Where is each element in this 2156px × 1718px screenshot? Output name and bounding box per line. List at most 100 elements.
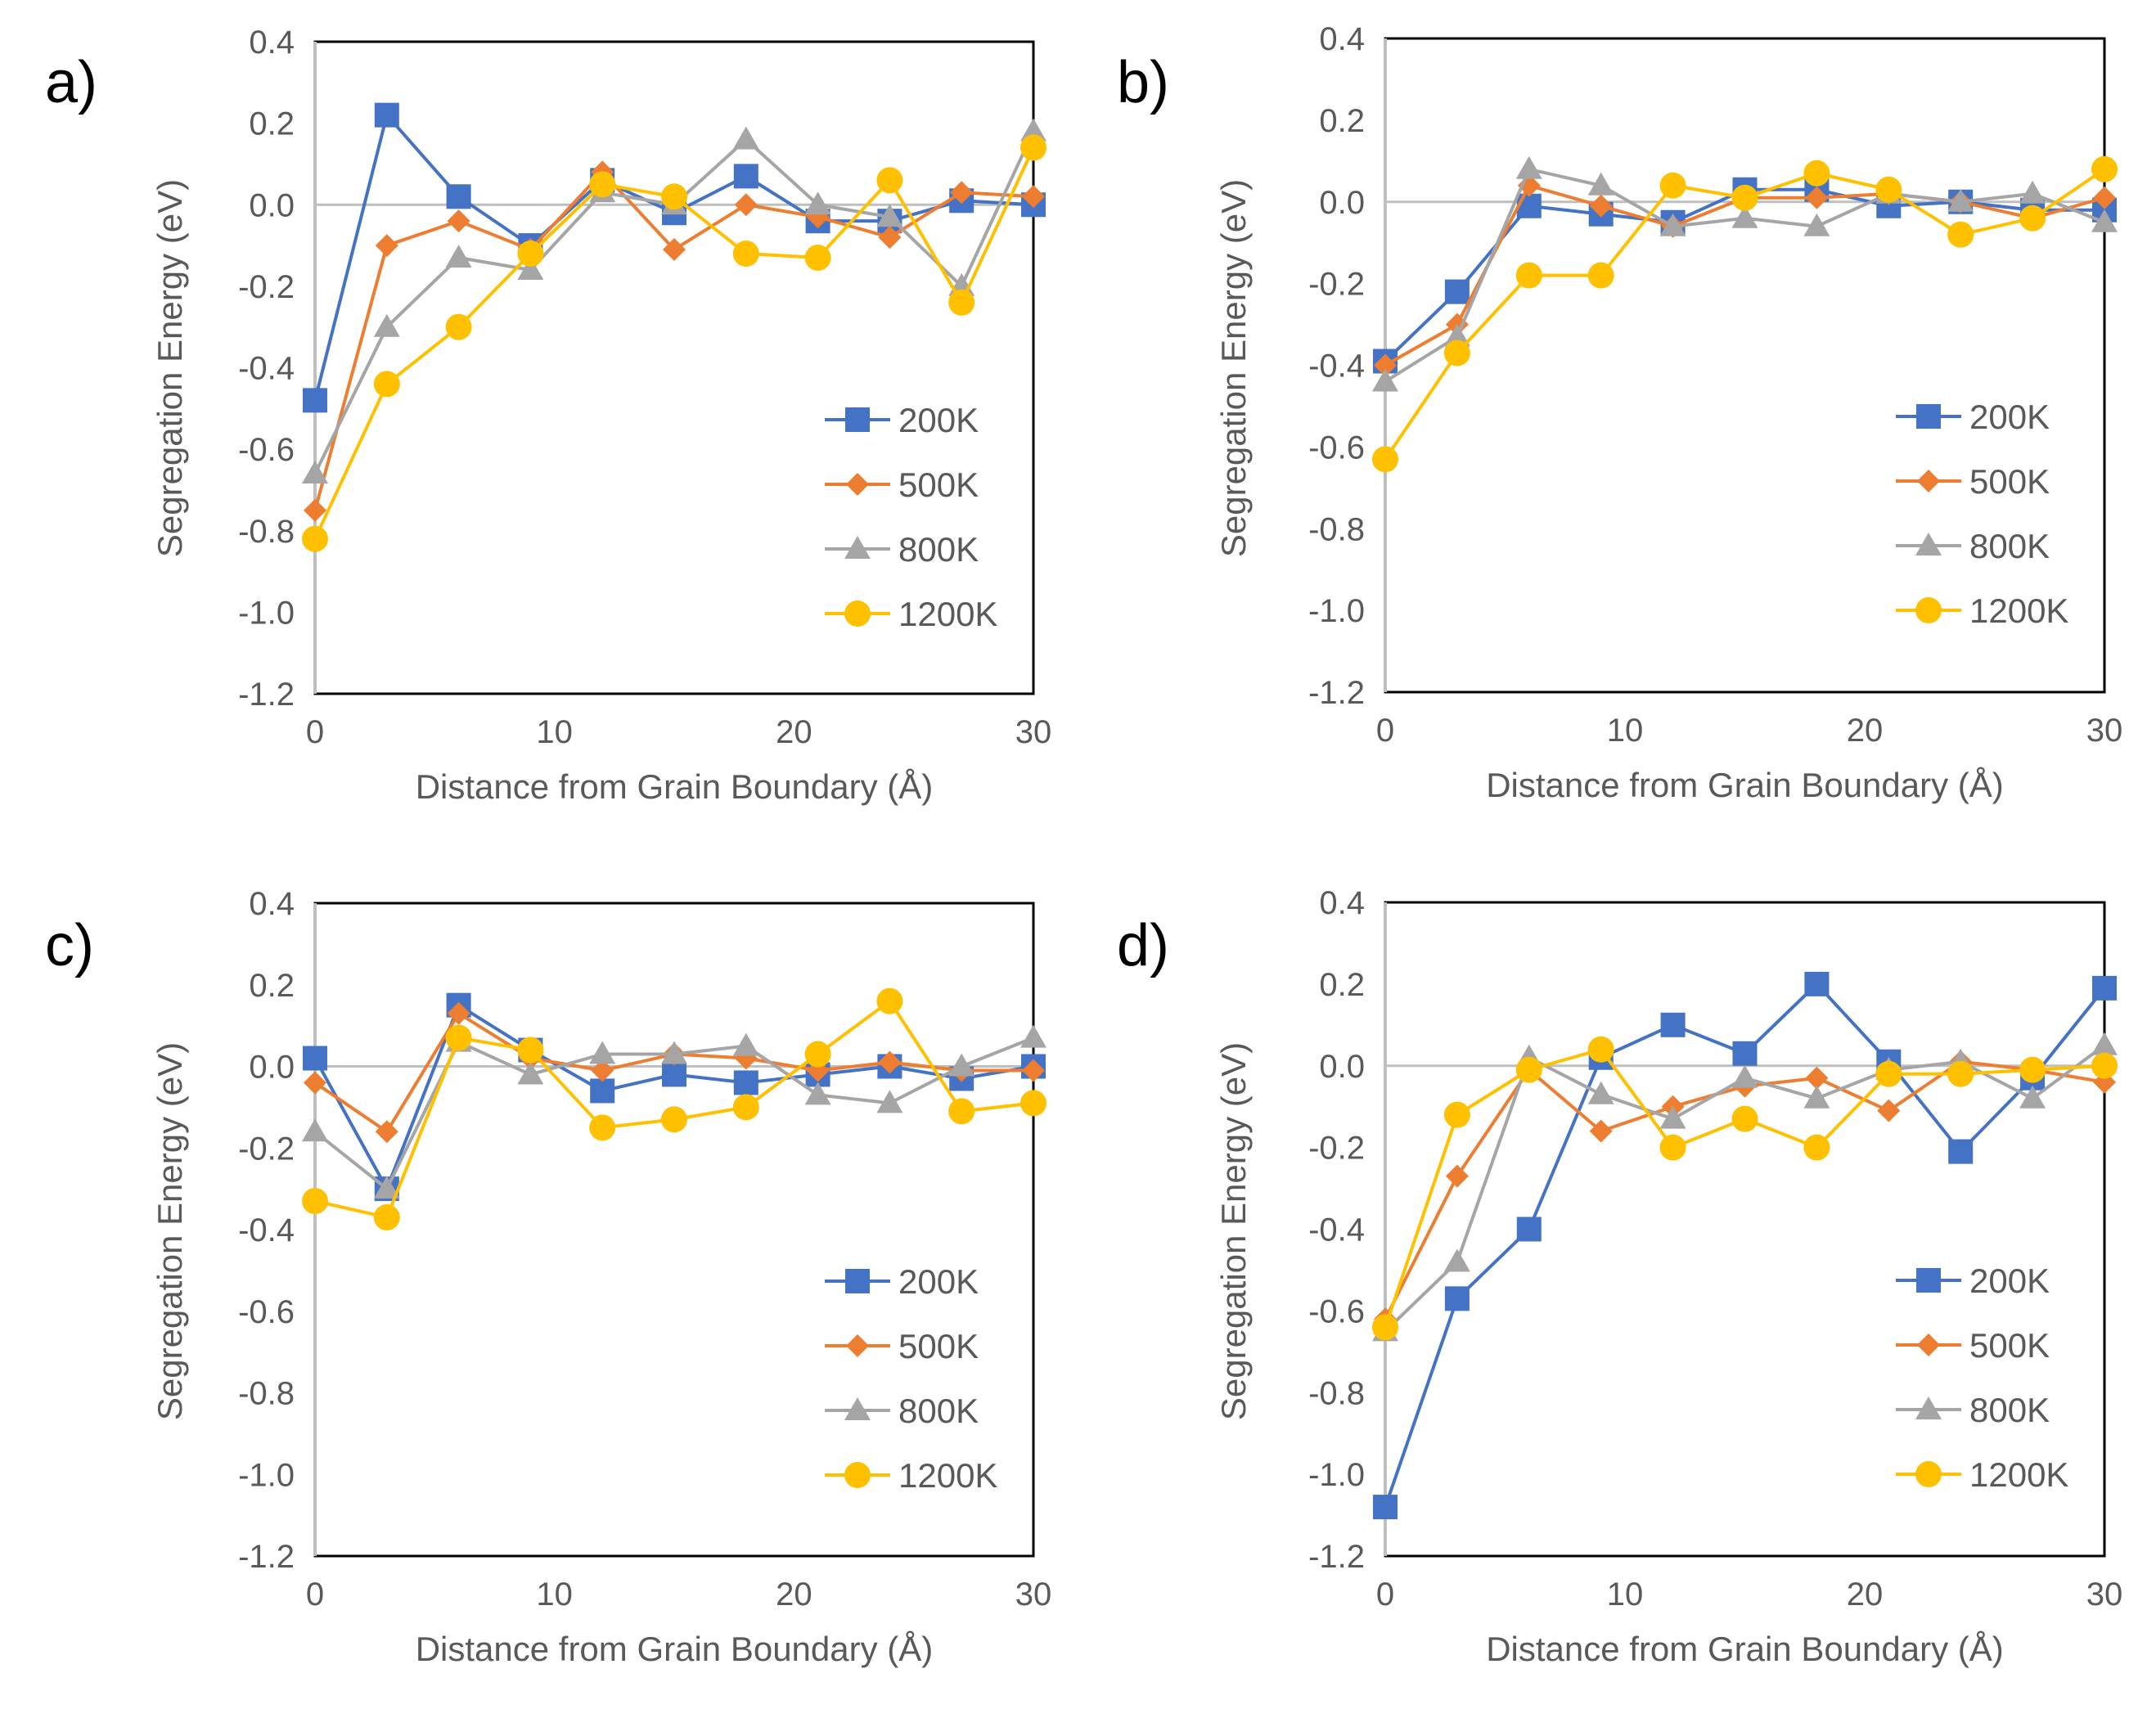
y-tick-label: -0.6 (1308, 430, 1365, 465)
legend-marker (844, 600, 871, 627)
data-point (2092, 975, 2117, 1001)
y-tick-label: -0.2 (238, 1131, 295, 1167)
data-point (1515, 262, 1542, 289)
series-200K (303, 992, 1046, 1202)
data-point (591, 1059, 614, 1082)
legend-label: 500K (898, 465, 979, 504)
x-tick-label: 30 (1015, 714, 1052, 750)
y-tick-label: -0.6 (238, 432, 295, 468)
data-point (1587, 262, 1614, 289)
data-point (373, 313, 400, 337)
data-point (1805, 1066, 1829, 1090)
legend-label: 200K (898, 401, 979, 439)
panel-b: b) 0.4 0.2 0.0 -0.2 -0.4 -0.6 -0.8 -1.0 -1.2 0 10 20… (1117, 21, 2122, 804)
x-tick-label: 30 (2086, 713, 2123, 749)
data-point (589, 1114, 616, 1141)
data-point (1515, 1056, 1542, 1083)
data-point (304, 498, 326, 522)
y-tick-label: -0.8 (238, 514, 295, 550)
data-point (375, 1120, 398, 1144)
x-tick-label: 0 (1376, 713, 1394, 749)
data-point (1660, 1012, 1686, 1037)
y-tick-label: -1.0 (1308, 593, 1365, 629)
data-point (304, 1071, 326, 1095)
data-point (1515, 155, 1542, 179)
data-point (1020, 134, 1046, 161)
legend: 200K 500K 800K 1200K (825, 1262, 997, 1495)
legend-marker (1915, 597, 1942, 623)
data-point (447, 209, 470, 233)
x-tick-label: 0 (306, 714, 324, 750)
panel-label: c) (45, 913, 94, 978)
data-point (733, 164, 758, 189)
data-point (1731, 1105, 1758, 1132)
legend-marker (844, 1397, 871, 1420)
legend: 200K 500K 800K 1200K (825, 401, 997, 633)
data-point (517, 1037, 544, 1064)
legend-marker (1917, 470, 1940, 492)
data-point (1372, 368, 1398, 392)
data-point (1445, 1164, 1469, 1188)
data-point (1020, 1024, 1046, 1048)
data-point (2091, 1032, 2118, 1055)
y-tick-label: -0.8 (1308, 511, 1365, 547)
data-point (1516, 193, 1542, 218)
data-point (1372, 1314, 1398, 1341)
legend-marker (1915, 1461, 1942, 1487)
series-line (313, 1003, 1034, 1191)
data-point (1731, 1064, 1758, 1088)
data-point (734, 193, 758, 217)
data-point (1443, 1101, 1470, 1128)
panel-d: d) 0.4 0.2 0.0 -0.2 -0.4 -0.6 -0.8 -1.0 -1.2 0 10 20… (1117, 885, 2122, 1668)
data-point (1020, 118, 1046, 142)
legend-label: 1200K (1969, 591, 2068, 630)
data-point (517, 1061, 544, 1085)
y-tick-label: 0.4 (249, 25, 295, 61)
data-point (1443, 340, 1470, 367)
data-point (303, 1046, 327, 1071)
legend-label: 1200K (898, 1456, 997, 1495)
data-point (1659, 172, 1686, 199)
data-point (1804, 971, 1830, 996)
legend-label: 800K (1969, 527, 2050, 565)
data-point (1732, 1041, 1758, 1066)
y-tick-label: 0.2 (1319, 103, 1365, 139)
legend-label: 800K (898, 1392, 979, 1430)
legend-marker (846, 473, 869, 496)
x-axis-title: Distance from Grain Boundary (Å) (416, 1630, 934, 1668)
data-point (1877, 1099, 1901, 1122)
data-point (590, 1078, 615, 1104)
data-point (589, 171, 616, 198)
data-point (302, 1118, 328, 1142)
data-point (302, 525, 328, 552)
data-point (1443, 1248, 1470, 1272)
data-point (375, 234, 398, 258)
y-tick-label: 0.4 (249, 886, 295, 922)
data-point (517, 256, 544, 280)
data-point (1875, 176, 1902, 203)
data-point (663, 238, 686, 262)
data-point (2019, 205, 2046, 232)
y-axis-title: Segregation Energy (eV) (151, 179, 189, 557)
data-point (1947, 221, 1974, 248)
legend-label: 800K (1969, 1391, 2050, 1429)
y-tick-label: -0.4 (238, 1212, 295, 1248)
data-point (1587, 1081, 1614, 1104)
panel-label: b) (1117, 50, 1169, 115)
series-1200K (1372, 155, 2118, 473)
data-point (2093, 186, 2116, 209)
data-point (1659, 213, 1686, 236)
data-point (804, 1041, 831, 1068)
legend-marker (1915, 1396, 1942, 1419)
series-200K (1373, 971, 2117, 1520)
data-point (1803, 1134, 1830, 1161)
y-tick-label: -0.8 (1308, 1375, 1365, 1411)
data-point (517, 241, 544, 268)
y-axis-title: Segregation Energy (eV) (151, 1042, 189, 1420)
y-axis-title: Segregation Energy (eV) (1214, 1042, 1253, 1420)
series-1200K (302, 134, 1046, 552)
legend-label: 800K (898, 530, 979, 569)
data-point (2091, 209, 2118, 232)
data-point (733, 1070, 758, 1095)
y-tick-label: -1.0 (238, 595, 295, 631)
